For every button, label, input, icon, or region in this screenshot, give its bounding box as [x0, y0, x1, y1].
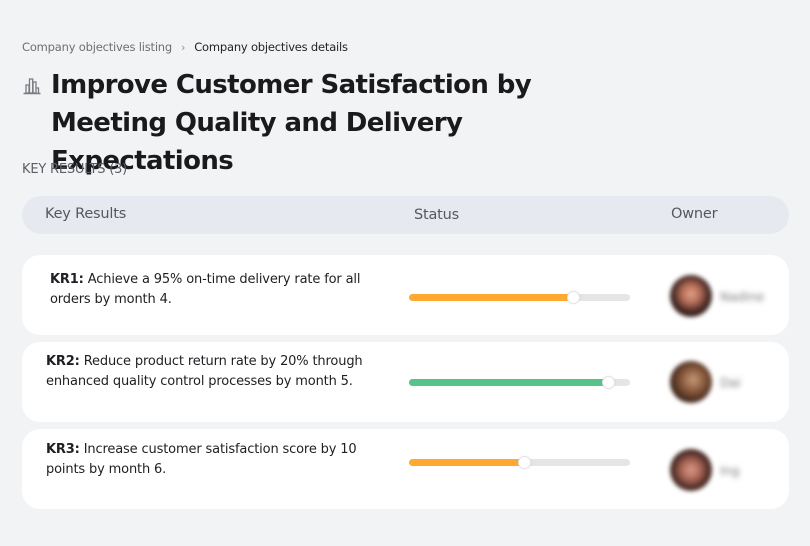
avatar [670, 361, 712, 403]
avatar [670, 275, 712, 317]
owner-name: Nadine [720, 288, 765, 304]
owner-name: Dai [720, 374, 741, 390]
progress-handle[interactable] [601, 376, 615, 389]
progress-bar[interactable] [409, 376, 630, 389]
column-header-key-results: Key Results [45, 206, 127, 222]
key-result-code: KR1: [50, 272, 84, 287]
page-title: Improve Customer Satisfaction by Meeting… [51, 70, 532, 176]
key-result-description: KR3: Increase customer satisfaction scor… [46, 440, 366, 480]
progress-fill [409, 294, 573, 301]
key-result-code: KR2: [46, 354, 80, 369]
breadcrumb: Company objectives listing › Company obj… [22, 40, 348, 54]
page-header: Improve Customer Satisfaction by Meeting… [22, 66, 651, 180]
column-header-status: Status [414, 207, 460, 223]
key-result-row-kr3[interactable]: KR3: Increase customer satisfaction scor… [22, 429, 789, 509]
progress-handle[interactable] [517, 456, 531, 469]
owner[interactable]: Nadine [670, 275, 764, 317]
key-results-count-label: KEY RESULTS (3) [22, 162, 128, 177]
key-result-row-kr1[interactable]: KR1: Achieve a 95% on-time delivery rate… [22, 255, 789, 335]
progress-handle[interactable] [566, 291, 580, 304]
progress-bar[interactable] [409, 456, 630, 469]
owner[interactable]: Dai [670, 361, 741, 403]
breadcrumb-link-objectives-listing[interactable]: Company objectives listing [22, 40, 172, 54]
progress-fill [409, 379, 608, 386]
key-result-text: Increase customer satisfaction score by … [46, 442, 357, 477]
breadcrumb-current-objectives-details: Company objectives details [194, 40, 348, 54]
progress-fill [409, 459, 524, 466]
key-result-text: Reduce product return rate by 20% throug… [46, 354, 363, 389]
progress-bar[interactable] [409, 291, 630, 304]
owner[interactable]: Ing [670, 449, 740, 491]
key-result-row-kr2[interactable]: KR2: Reduce product return rate by 20% t… [22, 342, 789, 422]
chevron-right-icon: › [181, 40, 186, 54]
key-result-code: KR3: [46, 442, 80, 457]
column-header-owner: Owner [671, 206, 718, 222]
table-header: Key Results Status Owner [22, 196, 789, 234]
key-result-description: KR2: Reduce product return rate by 20% t… [46, 352, 376, 392]
owner-name: Ing [720, 462, 740, 478]
key-result-text: Achieve a 95% on-time delivery rate for … [50, 272, 361, 307]
building-chart-icon [23, 78, 41, 95]
key-result-description: KR1: Achieve a 95% on-time delivery rate… [50, 270, 370, 310]
avatar [670, 449, 712, 491]
